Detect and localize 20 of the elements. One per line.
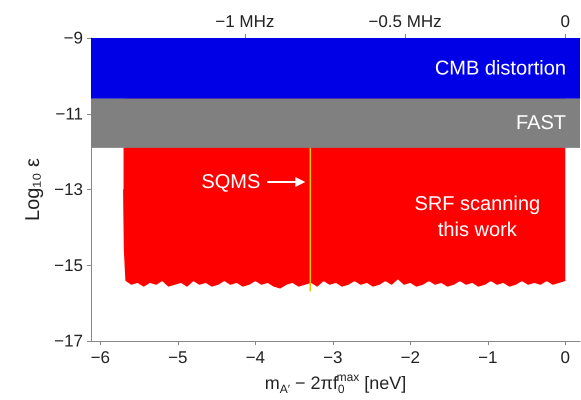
y-tick-label: −9: [64, 28, 83, 48]
x-tick-label: −6: [90, 348, 110, 368]
y-axis-title: Log₁₀ ε: [22, 158, 44, 221]
y-tick-label: −13: [54, 180, 83, 200]
x2-tick-label: −0.5 MHz: [368, 12, 442, 31]
x2-tick-label: −1 MHz: [215, 12, 274, 31]
x-tick-label: −4: [246, 348, 265, 368]
annotation: SQMS: [201, 170, 260, 193]
x-tick-label: −3: [323, 348, 342, 368]
x-tick-label: −5: [168, 348, 188, 368]
x-tick-label: 0: [560, 348, 570, 368]
band-label: FAST: [516, 112, 566, 134]
y-tick-label: −17: [54, 332, 83, 351]
band-label: CMB distortion: [434, 57, 566, 80]
annotation: SRF scanning this work: [414, 192, 540, 241]
y-tick-label: −11: [55, 104, 83, 124]
x2-tick-label: 0: [560, 12, 570, 31]
y-tick-label: −15: [54, 256, 83, 275]
x-tick-label: −1: [478, 348, 498, 368]
x-tick-label: −2: [400, 348, 420, 368]
